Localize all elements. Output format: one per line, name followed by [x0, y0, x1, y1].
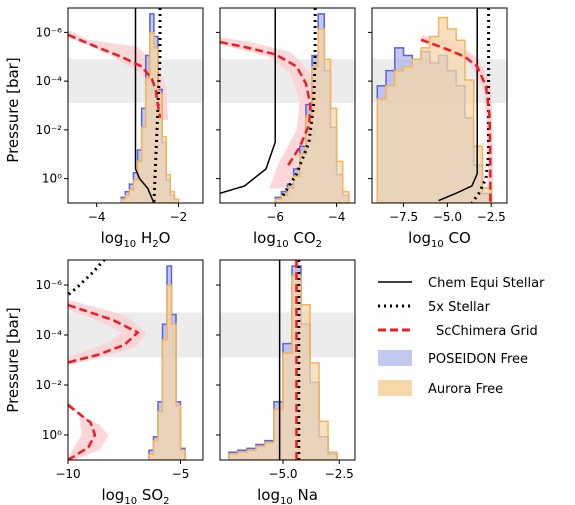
aurora-histogram — [148, 284, 186, 460]
y-tick-label: 10⁰ — [42, 428, 62, 442]
x-tick-label: −6 — [266, 210, 284, 224]
x-tick-label: −5.0 — [433, 210, 462, 224]
panel-so2: −10 −5 10⁻⁶ 10⁻⁴ 10⁻² 10⁰ log10 SO2 — [36, 259, 204, 505]
y-tick-label: 10⁻⁶ — [36, 278, 63, 292]
panel-co: −7.5 −5.0 −2.5 log10 CO — [368, 7, 508, 250]
axes-frame — [219, 259, 356, 461]
chem-equi-line — [220, 8, 276, 194]
scchimera-line-low — [68, 404, 97, 460]
panel-co2: −6 −4 log10 CO2 — [216, 7, 356, 250]
x-tick-label: −2.5 — [325, 467, 354, 481]
five-x-line — [280, 8, 317, 199]
legend: Chem Equi Stellar 5x Stellar ScChimera G… — [378, 276, 545, 397]
scchimera-band — [68, 300, 147, 365]
x-tick-label: −10 — [55, 467, 80, 481]
panel-na: −5.0 −2.5 log10 Na — [216, 259, 356, 505]
legend-aurora-label: Aurora Free — [428, 382, 503, 397]
scchimera-line — [220, 40, 312, 168]
scchimera-band — [220, 37, 319, 189]
y-tick-label: 10⁻² — [36, 378, 63, 392]
x-tick-label: −4 — [328, 210, 346, 224]
legend-aurora-swatch — [378, 380, 412, 396]
aurora-histogram — [228, 274, 338, 460]
y-axis-label-bottom: Pressure [bar] — [4, 307, 22, 412]
scchimera-band-low — [68, 400, 109, 460]
scchimera-band — [68, 29, 169, 121]
legend-scchimera-label: ScChimera Grid — [436, 324, 538, 339]
y-tick-label: 10⁻² — [36, 123, 63, 137]
axes-frame — [371, 7, 508, 204]
x-tick-label: −5.0 — [268, 467, 297, 481]
chem-equi-line — [134, 8, 155, 203]
y-tick-label: 10⁻⁴ — [36, 74, 63, 88]
legend-poseidon-label: POSEIDON Free — [428, 352, 528, 367]
chem-equi-line — [438, 8, 478, 202]
x-tick-label: −7.5 — [389, 210, 418, 224]
x-axis-label: log10 Na — [257, 486, 318, 505]
legend-chem-equi-label: Chem Equi Stellar — [428, 276, 545, 291]
axes-frame — [67, 259, 204, 461]
y-axis-label-top: Pressure [bar] — [4, 57, 22, 162]
legend-poseidon-swatch — [378, 350, 412, 366]
x-axis-label: log10 CO — [408, 229, 471, 250]
legend-5x-label: 5x Stellar — [428, 300, 491, 315]
x-tick-label: −4 — [88, 210, 106, 224]
x-axis-label: log10 H2O — [101, 229, 171, 250]
aurora-histogram — [120, 32, 180, 203]
y-tick-label: 10⁻⁴ — [36, 328, 63, 342]
x-tick-label: −2.5 — [477, 210, 506, 224]
y-tick-label: 10⁻⁶ — [36, 25, 63, 39]
x-tick-label: −5 — [172, 467, 190, 481]
scchimera-line — [420, 38, 492, 203]
axes-frame — [219, 7, 356, 204]
axes-frame — [67, 7, 204, 204]
x-axis-label: log10 CO2 — [253, 229, 322, 250]
x-axis-label: log10 SO2 — [101, 486, 169, 505]
x-tick-label: −2 — [170, 210, 188, 224]
panel-h2o: −4 −2 10⁻⁶ 10⁻⁴ 10⁻² 10⁰ log10 H2O — [36, 7, 204, 250]
y-tick-label: 10⁰ — [42, 172, 62, 186]
scchimera-line — [68, 33, 162, 118]
five-x-line — [68, 260, 107, 297]
scchimera-line — [68, 303, 140, 364]
